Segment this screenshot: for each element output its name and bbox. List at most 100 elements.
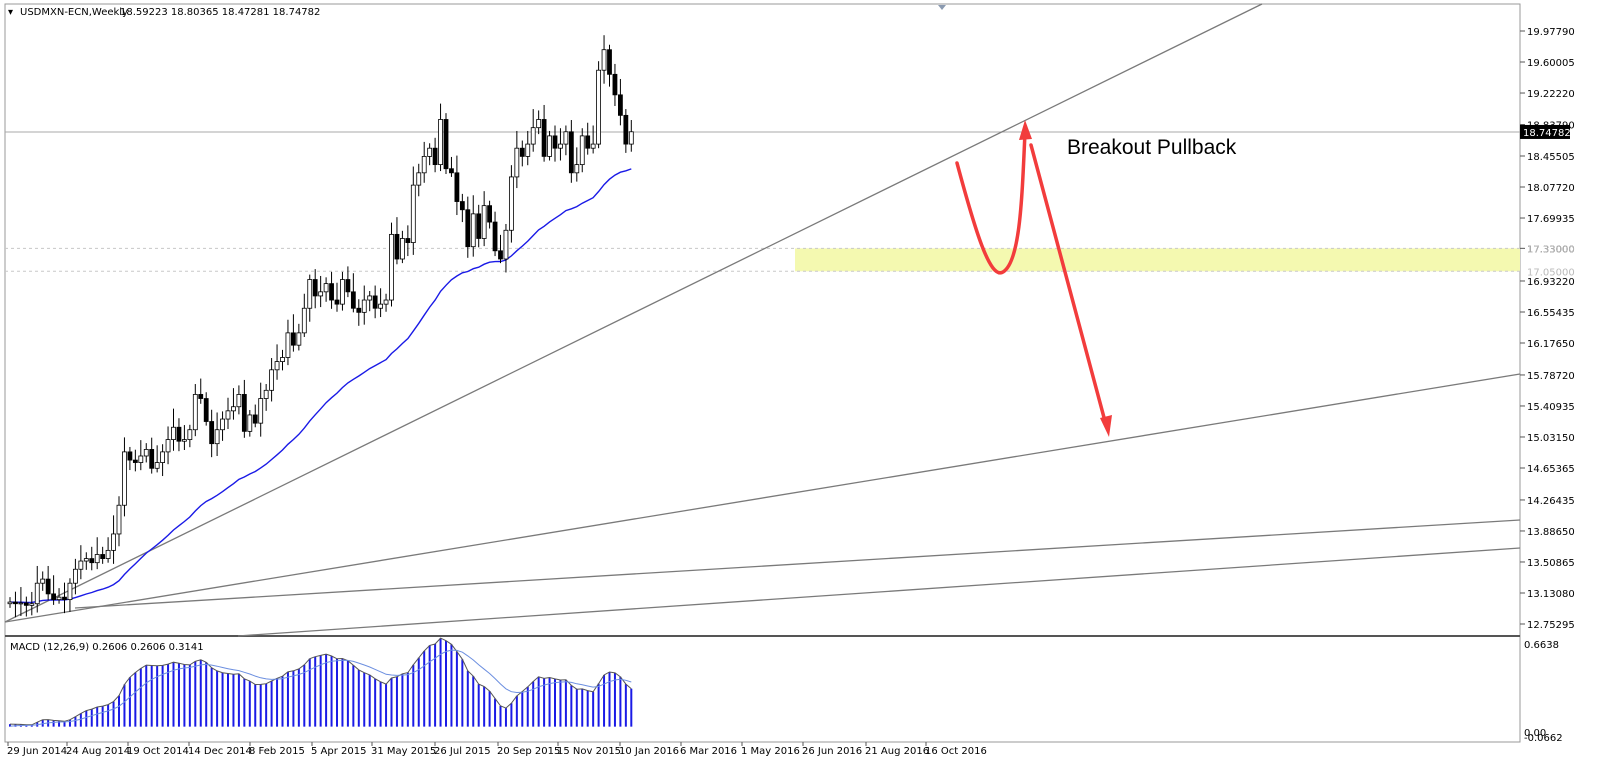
candle-bull [579, 135, 585, 166]
pullback-curve [955, 130, 1027, 275]
candle-bear [100, 554, 106, 559]
candle-bear [312, 279, 318, 297]
support-zone [795, 248, 1520, 272]
macd-panel-frame [4, 635, 1521, 743]
time-tick-label: 31 May 2015 [371, 746, 436, 757]
candle-bull [122, 451, 127, 506]
price-tick-label: 13.50865 [1527, 558, 1575, 569]
candle-bull [154, 462, 160, 469]
arrowhead-down [1100, 415, 1112, 437]
time-tick-label: 1 May 2016 [741, 746, 800, 757]
time-tick-label: 10 Jan 2016 [619, 746, 679, 757]
trendline [74, 519, 1521, 609]
candle-bear [465, 209, 471, 248]
price-tick-label: 18.45505 [1527, 152, 1575, 163]
candle-bull [307, 279, 313, 309]
time-tick-label: 19 Oct 2014 [127, 746, 189, 757]
candle-bear [13, 601, 18, 605]
candle-bear [476, 213, 482, 239]
candle-bear [127, 451, 133, 461]
candle-bear [405, 238, 411, 243]
candle-bull [83, 558, 89, 562]
main-chart-frame [4, 3, 1521, 637]
candle-bull [34, 582, 40, 605]
candle-bull [165, 439, 171, 453]
candle-bull [399, 238, 405, 260]
candle-bear [443, 119, 449, 170]
candle-bear [356, 307, 362, 313]
horizontal-levels [5, 131, 1520, 272]
candle-bull [340, 279, 345, 305]
price-tick-label: 13.13080 [1527, 589, 1575, 600]
dropdown-triangle-icon[interactable]: ▾ [8, 7, 13, 18]
candle-bull [367, 295, 373, 301]
candle-bear [607, 49, 612, 75]
candle-bear [449, 168, 454, 174]
candle-bull [481, 205, 487, 239]
shift-marker-icon[interactable] [938, 5, 946, 10]
price-tick-label: 19.60005 [1527, 58, 1575, 69]
candle-bull [40, 578, 46, 584]
candle-bull [181, 439, 187, 442]
candle-bull [438, 119, 443, 166]
price-tick-label: 18.07720 [1527, 183, 1575, 194]
candle-bull [285, 332, 291, 358]
candle-bull [73, 568, 78, 584]
zone-rect [795, 248, 1520, 272]
candle-bear [149, 449, 155, 469]
candle-bull [296, 332, 302, 346]
price-tick-label: 16.93220 [1527, 277, 1575, 288]
candle-bull [421, 156, 427, 174]
time-tick-label: 26 Jul 2015 [434, 746, 491, 757]
candle-bull [378, 303, 384, 309]
candle-bear [176, 426, 182, 442]
candle-bull [427, 147, 433, 157]
candle-bull [67, 582, 73, 601]
candle-bull [56, 596, 62, 601]
symbol-label: USDMXN-ECN,Weekly [20, 7, 128, 18]
target-line [1029, 143, 1108, 427]
time-tick-label: 29 Jun 2014 [7, 746, 67, 757]
projection-arrow [955, 120, 1112, 437]
candle-bull [111, 533, 116, 551]
candle-bull [280, 357, 285, 362]
candle-bull [258, 398, 264, 424]
macd-signal-line [9, 649, 632, 727]
candle-bull [596, 69, 601, 145]
candle-bear [432, 147, 438, 166]
time-tick-label: 15 Nov 2015 [557, 746, 621, 757]
ohlc-values: 18.59223 18.80365 18.47281 18.74782 [120, 7, 320, 18]
candle-bear [290, 332, 296, 346]
candle-bull [274, 361, 280, 371]
zone-boundary-label: 17.33000 [1527, 244, 1575, 255]
candle-bull [530, 127, 536, 145]
price-tick-label: 16.55435 [1527, 308, 1575, 319]
price-tick-label: 12.75295 [1527, 620, 1575, 631]
candle-bear [45, 578, 51, 595]
candle-bull [187, 429, 193, 440]
candle-bear [241, 394, 247, 432]
candle-bear [454, 172, 460, 202]
candle-bear [623, 114, 629, 145]
candle-bull [116, 504, 122, 535]
price-tick-label: 15.78720 [1527, 371, 1575, 382]
candle-bull [220, 418, 225, 431]
time-tick-label: 16 Oct 2016 [925, 746, 987, 757]
candle-bull [225, 410, 231, 420]
candle-bull [536, 119, 542, 129]
time-tick-label: 26 Jun 2016 [802, 746, 862, 757]
candle-bull [383, 299, 389, 305]
time-tick-label: 24 Aug 2014 [66, 746, 130, 757]
candle-bull [78, 560, 84, 570]
macd-axis-label: 0.00 [1524, 728, 1546, 739]
candle-bull [214, 429, 220, 445]
candle-bull [231, 406, 236, 412]
time-tick-label: 21 Aug 2016 [865, 746, 929, 757]
price-tick-label: 14.26435 [1527, 496, 1575, 507]
candle-bear [618, 94, 623, 116]
candle-bear [198, 394, 204, 399]
candle-bull [29, 603, 35, 606]
candle-bull [389, 233, 394, 301]
candle-bull [94, 554, 100, 564]
candle-bull [301, 307, 307, 334]
